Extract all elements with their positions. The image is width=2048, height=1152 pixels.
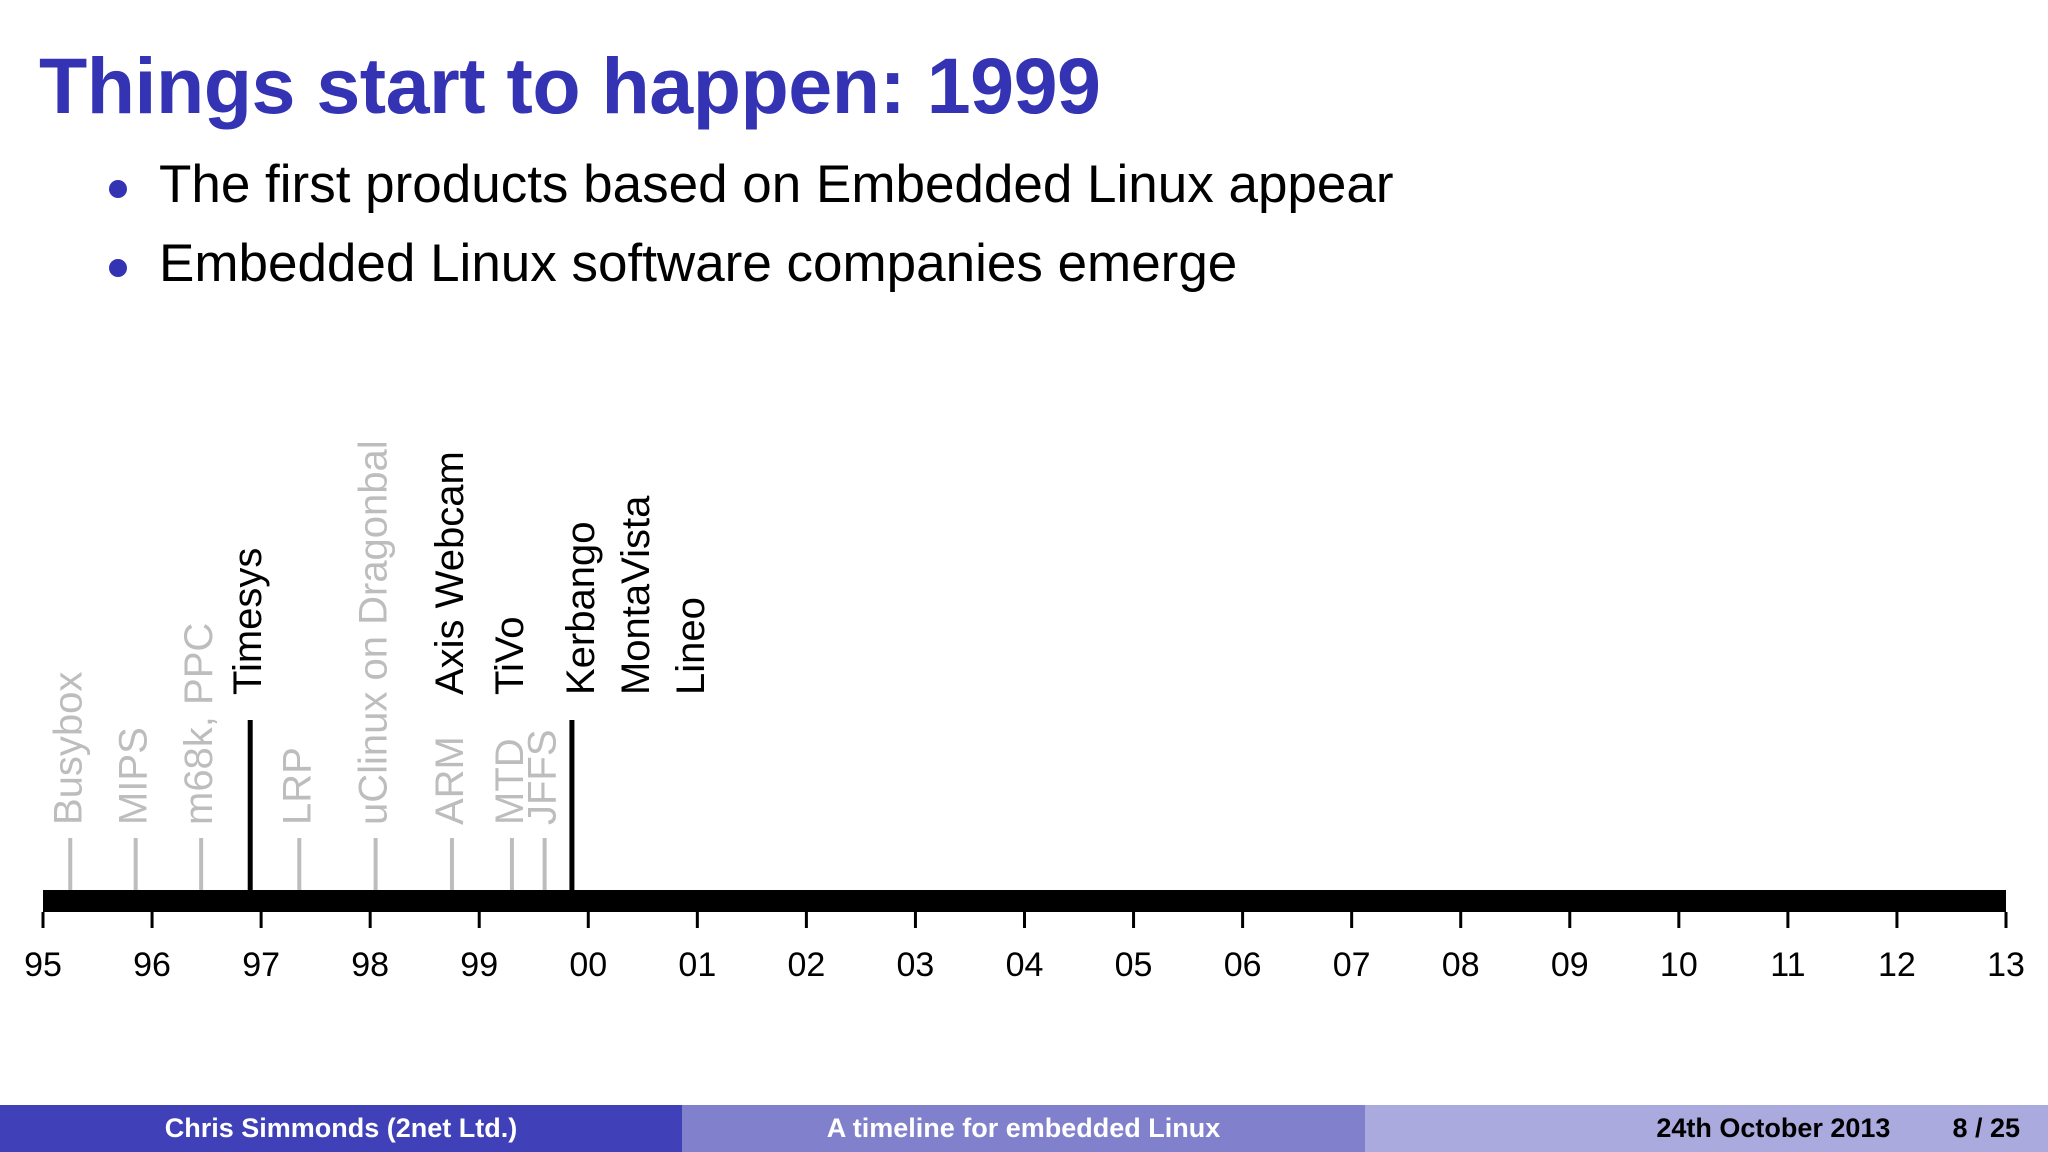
event-label: Kerbango — [559, 522, 603, 695]
bullet-list: The first products based on Embedded Lin… — [105, 150, 1394, 308]
axis-tick-label: 96 — [133, 946, 171, 984]
event-label: Lineo — [669, 597, 713, 695]
timeline-chart: 95 96 97 98 99 00 01 02 03 04 05 06 07 08 09 10 11 12 13 Bu… — [24, 440, 2025, 984]
event-label: m68k, PPC — [177, 623, 221, 825]
axis-tick-label: 99 — [460, 946, 498, 984]
axis-tick-label: 08 — [1442, 946, 1480, 984]
axis-tick-label: 00 — [569, 946, 607, 984]
bullet-item: Embedded Linux software companies emerge — [105, 229, 1394, 308]
footer-page-number: 8 / 25 — [1952, 1113, 2020, 1143]
axis-tick-label: 11 — [1770, 946, 1805, 984]
event-label: ARM — [428, 736, 472, 825]
axis-tick-label: 13 — [1987, 946, 2025, 984]
bullet-dot-icon — [109, 180, 127, 198]
axis-tick-label: 04 — [1006, 946, 1044, 984]
axis-tick-label: 02 — [787, 946, 825, 984]
event-label: TiVo — [488, 616, 532, 695]
footer-bar: Chris Simmonds (2net Ltd.) A timeline fo… — [0, 1105, 2048, 1152]
bullet-dot-icon — [109, 259, 127, 277]
axis-tick-label: 05 — [1115, 946, 1153, 984]
axis-tick-label: 97 — [242, 946, 280, 984]
footer-talk-title: A timeline for embedded Linux — [682, 1105, 1365, 1152]
slide-title: Things start to happen: 1999 — [39, 41, 1101, 130]
event-label: Busybox — [46, 672, 90, 825]
bullet-text: Embedded Linux software companies emerge — [159, 234, 1238, 293]
bullet-item: The first products based on Embedded Lin… — [105, 150, 1394, 229]
axis-tick-label: 12 — [1878, 946, 1916, 984]
footer-date: 24th October 2013 — [1656, 1113, 1891, 1143]
event-label: LRP — [275, 747, 319, 825]
axis-tick-label: 09 — [1551, 946, 1589, 984]
footer-author: Chris Simmonds (2net Ltd.) — [0, 1105, 682, 1152]
axis-tick-label: 06 — [1224, 946, 1262, 984]
axis-tick-label: 98 — [351, 946, 389, 984]
event-label: MTD — [488, 738, 532, 825]
timeline-axis-bar — [43, 890, 2006, 912]
event-label: uClinux on Dragonball — [352, 440, 396, 825]
axis-tick-label: 10 — [1660, 946, 1698, 984]
bullet-text: The first products based on Embedded Lin… — [159, 155, 1394, 214]
event-label: JFFS — [521, 729, 565, 825]
footer-info: 24th October 2013 8 / 25 — [1365, 1105, 2048, 1152]
axis-tick-label: 07 — [1333, 946, 1371, 984]
axis-tick-label: 01 — [678, 946, 716, 984]
event-label: MontaVista — [614, 495, 658, 695]
event-label: MIPS — [112, 727, 156, 825]
axis-tick-label: 95 — [24, 946, 62, 984]
axis-tick-label: 03 — [897, 946, 935, 984]
event-label: Timesys — [226, 548, 270, 695]
event-label: Axis Webcam — [428, 451, 472, 695]
